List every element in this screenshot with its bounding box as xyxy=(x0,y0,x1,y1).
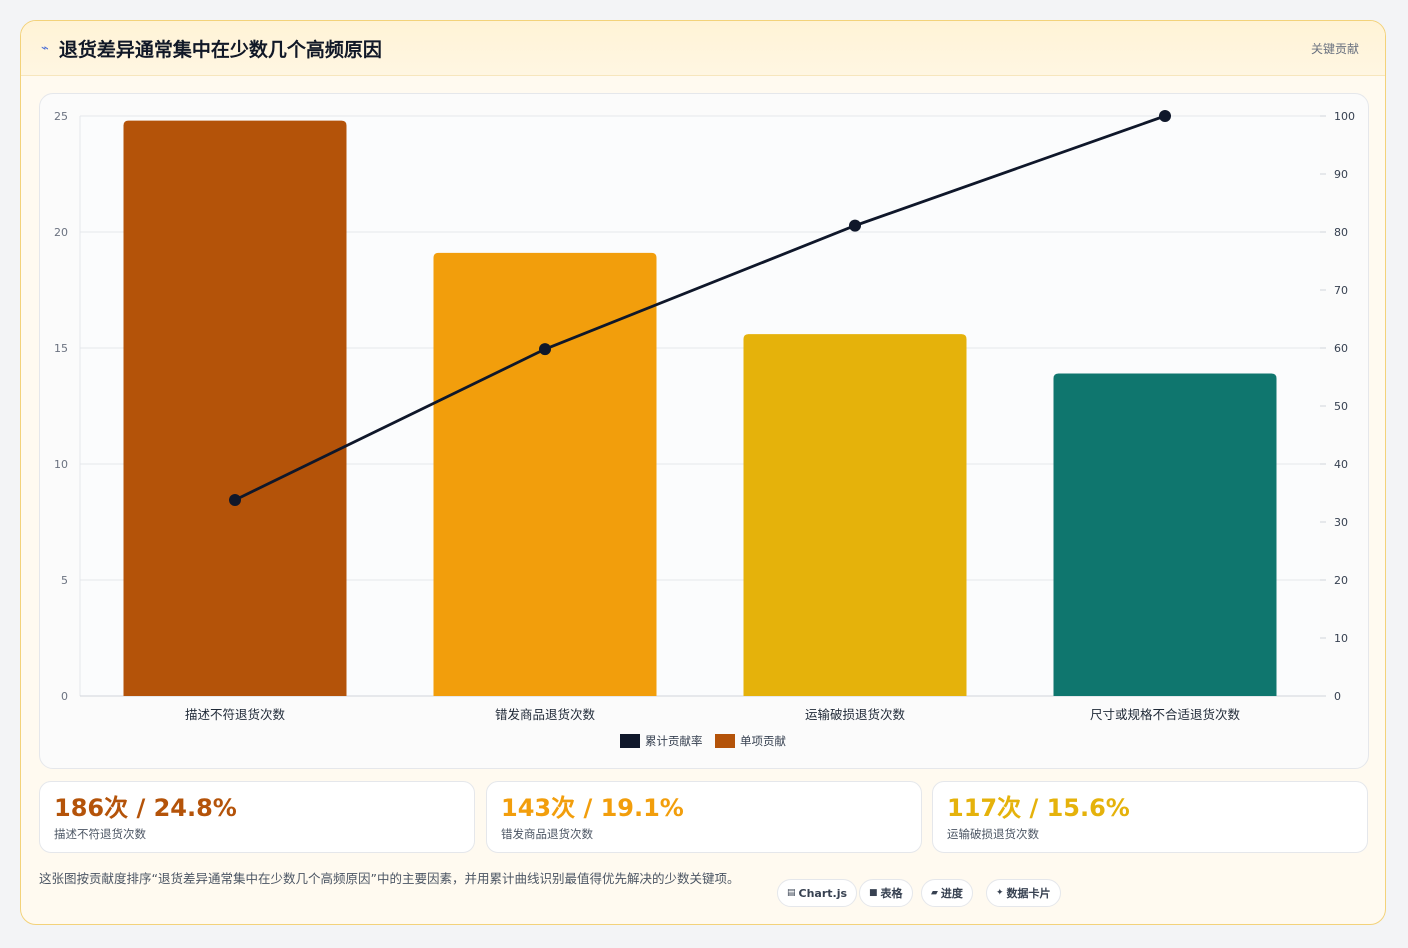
y-right-tick-label: 100 xyxy=(1334,110,1355,123)
stat-cards: 186次 / 24.8% 描述不符退货次数 143次 / 19.1% 错发商品退… xyxy=(39,781,1369,855)
cumulative-line xyxy=(234,114,1166,502)
x-tick-label: 错发商品退货次数 xyxy=(495,707,596,722)
x-tick-label: 描述不符退货次数 xyxy=(185,707,286,722)
y-right-tick-label: 30 xyxy=(1334,516,1348,529)
stat-card-1: 186次 / 24.8% 描述不符退货次数 xyxy=(39,781,475,853)
bar xyxy=(123,120,347,696)
card-title: 退货差异通常集中在少数几个高频原因 xyxy=(58,38,382,61)
chart-card: ⌁ 退货差异通常集中在少数几个高频原因 关键贡献 0 5 10 15 20 25 0 10 20… xyxy=(20,20,1386,925)
legend-swatch-bar xyxy=(715,734,735,748)
x-tick-label: 运输破损退货次数 xyxy=(805,707,906,722)
y-right-tick-label: 50 xyxy=(1334,400,1348,413)
y-right-tick-label: 10 xyxy=(1334,632,1348,645)
y-left-tick-label: 25 xyxy=(54,110,68,123)
y-left-tick-label: 20 xyxy=(54,226,68,239)
stat-label: 运输破损退货次数 xyxy=(947,827,1039,841)
stat-value: 143次 / 19.1% xyxy=(501,794,684,822)
bar xyxy=(743,334,967,696)
card-footer: 这张图按贡献度排序“退货差异通常集中在少数几个高频原因”中的主要因素，并用累计曲… xyxy=(39,869,1369,919)
cumulative-point xyxy=(229,493,241,506)
legend-label: 单项贡献 xyxy=(740,734,786,748)
chip-data-cards[interactable]: ✦ 数据卡片 xyxy=(986,879,1061,907)
stat-value: 186次 / 24.8% xyxy=(54,794,237,822)
key-contribution-link[interactable]: 关键贡献 xyxy=(1310,41,1359,56)
cumulative-point xyxy=(1159,110,1171,122)
chart-description: 这张图按贡献度排序“退货差异通常集中在少数几个高频原因”中的主要因素，并用累计曲… xyxy=(39,871,740,886)
y-left-tick-label: 15 xyxy=(54,342,68,355)
stat-card-2: 143次 / 19.1% 错发商品退货次数 xyxy=(486,781,922,853)
chip-label: Chart.js xyxy=(798,886,848,900)
chip-label: 数据卡片 xyxy=(1006,887,1051,900)
x-tick-label: 尺寸或规格不合适退货次数 xyxy=(1090,707,1241,722)
stat-label: 描述不符退货次数 xyxy=(54,827,146,841)
chart-panel: 0 5 10 15 20 25 0 10 20 30 40 50 60 70 80 90 100 描述不符退货次数… xyxy=(39,93,1369,769)
y-right-tick-label: 40 xyxy=(1334,458,1348,471)
y-right-tick-label: 80 xyxy=(1334,226,1348,239)
legend-label: 累计贡献率 xyxy=(645,734,703,748)
chip-table[interactable]: ■ 表格 xyxy=(859,879,913,907)
y-right-tick-label: 0 xyxy=(1334,690,1341,703)
y-right-tick-label: 60 xyxy=(1334,342,1348,355)
bar xyxy=(433,252,657,696)
pareto-chart: 0 5 10 15 20 25 0 10 20 30 40 50 60 70 80 90 100 描述不符退货次数… xyxy=(54,110,1355,748)
y-left-tick-label: 10 xyxy=(54,458,68,471)
cumulative-point xyxy=(539,343,551,356)
table-icon: ■ xyxy=(869,888,878,898)
y-right-tick-label: 90 xyxy=(1334,168,1348,181)
stat-card-3: 117次 / 15.6% 运输破损退货次数 xyxy=(932,781,1368,853)
progress-icon: ▰ xyxy=(931,888,938,898)
card-header: ⌁ 退货差异通常集中在少数几个高频原因 关键贡献 xyxy=(21,21,1385,76)
legend-swatch-cumulative xyxy=(620,734,640,748)
chart-icon: ▤ xyxy=(787,888,796,898)
chip-progress[interactable]: ▰ 进度 xyxy=(921,879,973,907)
spark-icon: ⌁ xyxy=(41,40,49,56)
bar xyxy=(1053,373,1277,696)
title-group: ⌁ 退货差异通常集中在少数几个高频原因 xyxy=(41,35,382,62)
chip-label: 表格 xyxy=(880,887,903,900)
y-left-tick-label: 0 xyxy=(61,690,68,703)
chip-label: 进度 xyxy=(940,887,963,900)
chip-chartjs[interactable]: ▤ Chart.js xyxy=(777,879,858,907)
y-right-tick-label: 20 xyxy=(1334,574,1348,587)
stat-value: 117次 / 15.6% xyxy=(947,794,1130,822)
sparkle-icon: ✦ xyxy=(996,888,1004,898)
stat-label: 错发商品退货次数 xyxy=(501,827,593,841)
y-left-tick-label: 5 xyxy=(61,574,68,587)
y-right-tick-label: 70 xyxy=(1334,284,1348,297)
cumulative-point xyxy=(849,219,861,232)
